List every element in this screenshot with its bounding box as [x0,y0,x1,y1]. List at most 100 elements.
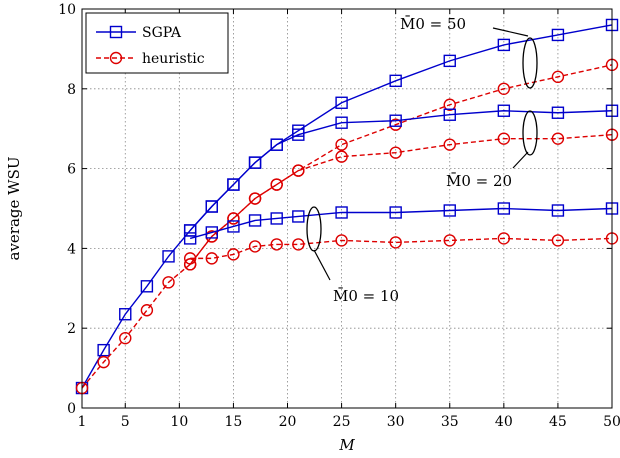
data-point [119,331,132,345]
data-point [497,132,511,145]
series-line [189,110,613,231]
data-point [389,74,402,88]
data-point [443,98,456,111]
y-tick-label: 4 [67,241,76,257]
data-point [292,210,305,223]
data-point [497,82,511,96]
y-tick-label: 2 [67,321,76,337]
annotation-label-m0-10: M̄0 = 10 [333,287,399,305]
data-point [443,234,456,247]
data-point [551,28,565,42]
annotation-label-m0-50: M̄0 = 50 [400,15,466,33]
data-point [162,250,175,263]
annotation-ellipse [522,110,538,156]
annotations: M̄0 = 50 M̄0 = 20 M̄0 = 10 [306,15,538,305]
annotation-ellipse [522,37,538,89]
plot-frame [81,8,613,409]
x-tick-label: 25 [333,414,351,430]
data-point [248,240,262,253]
series-heuristic-1 [75,58,619,395]
y-tick-label: 0 [67,401,76,417]
data-point [335,234,348,247]
x-tick-label: 40 [495,414,513,430]
data-point [497,232,511,245]
data-point [497,202,511,215]
legend-item-heuristic: heuristic [96,51,205,67]
annotation-ellipse [306,206,322,252]
annotation-pointer [313,249,331,281]
series-layer [75,18,619,395]
data-point [270,238,283,251]
data-point [183,252,197,265]
data-point [389,236,402,249]
data-point [270,178,283,191]
y-axis-label: average WSU [5,157,23,261]
data-point [497,38,511,52]
series-line [189,207,613,240]
data-point [335,116,348,129]
data-point [292,238,305,251]
data-point [335,206,348,219]
legend-label-heuristic: heuristic [142,51,205,67]
annotation-m0-50: M̄0 = 50 [400,15,538,89]
x-tick-label: 45 [549,414,567,430]
legend-marker [109,51,123,65]
data-point [551,70,565,84]
x-tick-label: 1 [78,414,87,430]
series-sgpa-4 [183,202,619,245]
annotation-pointer [512,151,529,169]
x-tick-label: 10 [170,414,188,430]
data-point [205,226,218,239]
data-point [248,214,262,227]
data-point [292,128,305,141]
x-tick-label: 35 [441,414,459,430]
annotation-pointer [492,27,529,37]
x-tick-label: 15 [225,414,243,430]
data-point [443,54,456,68]
data-point [205,200,218,213]
data-point [443,204,456,217]
y-tick-label: 8 [67,82,76,98]
x-tick-label: 30 [387,414,405,430]
legend-marker [109,25,123,39]
data-point [335,138,348,151]
grid [81,8,613,409]
data-point [443,138,456,151]
data-point [497,104,511,117]
annotation-label-m0-20: M̄0 = 20 [446,172,512,190]
x-tick-label: 5 [121,414,130,430]
legend-box [85,12,229,74]
data-point [389,206,402,219]
y-tick-label: 10 [58,2,76,18]
data-point [248,192,262,205]
data-point [270,212,283,225]
data-point [335,96,348,109]
series-sgpa-2 [183,104,619,237]
data-point [162,276,175,289]
data-point [183,224,197,237]
data-point [119,308,132,321]
data-point [140,280,154,293]
data-point [227,178,240,191]
annotation-m0-10: M̄0 = 10 [306,206,399,305]
data-point [227,212,240,225]
data-point [335,150,348,163]
data-point [551,234,565,247]
series-heuristic-5 [183,232,619,265]
x-tick-label: 50 [603,414,620,430]
data-point [443,108,456,121]
data-point [248,156,262,169]
x-axis-label: M [338,436,355,454]
legend-item-sgpa: SGPA [96,25,182,41]
data-point [551,204,565,217]
legend-label-sgpa: SGPA [142,25,182,41]
data-point [227,248,240,261]
data-point [183,232,197,245]
annotation-m0-20: M̄0 = 20 [446,110,538,190]
data-point [389,146,402,159]
data-point [97,343,110,357]
data-point [292,164,305,177]
data-point [227,220,240,233]
